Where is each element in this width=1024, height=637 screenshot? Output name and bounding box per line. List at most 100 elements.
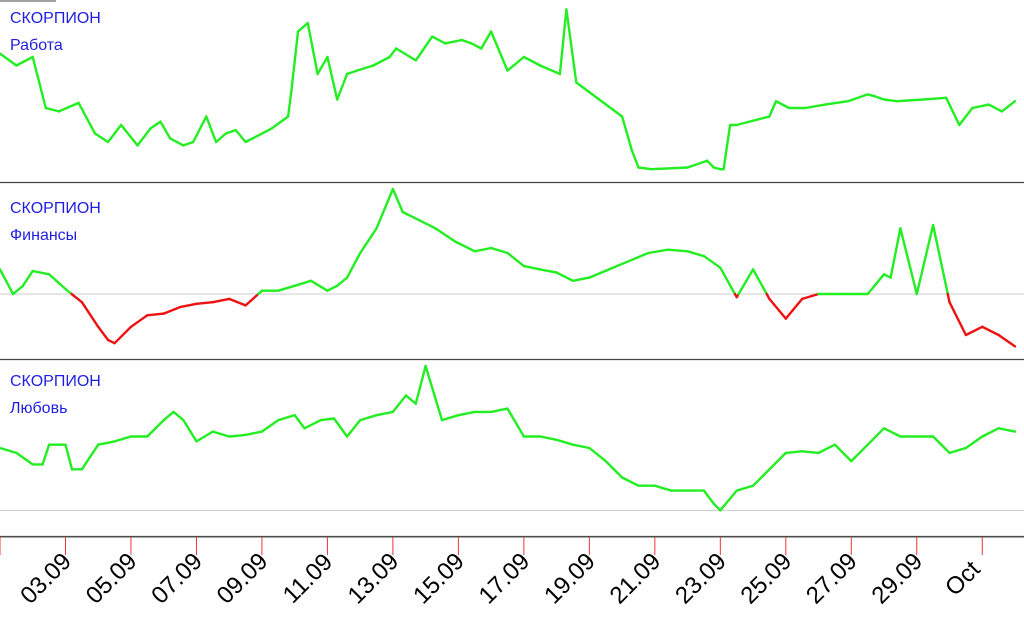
series-segment [227,297,247,307]
panel-title-finance: СКОРПИОН Финансы [10,195,101,249]
series-segment [1000,99,1017,113]
series-segment [627,251,650,263]
series-segment [801,450,820,455]
series-segment [823,99,850,106]
series-segment [205,115,218,144]
series-segment [882,98,899,103]
series-segment [21,269,34,287]
series-segment [388,47,398,59]
series-segment [470,42,483,50]
series-segment [129,314,149,328]
series-segment [391,394,408,414]
series-segment [162,410,175,422]
series-segment [873,94,886,101]
series-segment [332,417,349,438]
series-segment [558,8,568,76]
series-segment [254,127,273,139]
series-segment [306,21,319,76]
series-segment [460,38,473,45]
series-segment [195,430,215,443]
panels-layer [0,0,1024,538]
series-segment [224,128,237,135]
series-segment [195,301,215,305]
series-segment [480,30,493,50]
x-tick-label: 11.09 [278,548,338,608]
series-segment [424,364,444,422]
series-segment [431,35,447,45]
series-segment [316,55,329,76]
series-segment [227,433,247,438]
series-segment [784,297,804,320]
series-segment [169,137,185,147]
series-segment [277,284,296,292]
series-segment [931,223,949,296]
series-segment [922,96,948,101]
series-segment [598,98,624,118]
series-segment [434,227,457,243]
series-segment [309,279,329,292]
series-segment [882,427,902,438]
series-segment [162,305,182,315]
series-segment [395,47,417,62]
series-segment [234,128,247,144]
series-segment [784,450,804,455]
series-segment [575,81,601,101]
series-segment [211,430,231,438]
series-segment [768,451,787,471]
series-segment [489,246,509,255]
series-segment [286,89,293,118]
series-segment [489,30,509,72]
series-segment [666,248,689,253]
series-segment [326,284,339,292]
series-segment [630,149,640,169]
x-tick-label: 15.09 [408,548,470,610]
series-segment [833,443,853,463]
x-tick-label: Oct [940,556,986,602]
x-tick-label: Sep [0,554,5,603]
series-segment [964,325,984,337]
panel-title-love-sign: СКОРПИОН [10,373,101,390]
x-tick-label: 07.09 [146,548,208,610]
x-tick-label: 05.09 [81,548,143,610]
series-segment [915,223,935,296]
series-segment [751,268,768,296]
series-segment [489,407,509,414]
panel-title-love-area: Любовь [10,400,68,417]
series-segment [653,484,673,492]
series-segment [146,312,165,317]
series-segment [506,407,526,438]
series-segment [555,271,575,282]
series-segment [345,251,362,279]
series-segment [737,268,755,296]
series-segment [80,301,100,328]
series-segment [866,427,886,446]
series-segment [277,414,296,422]
series-segment [457,410,476,417]
series-segment [735,484,755,492]
series-segment [326,55,339,101]
series-segment [372,55,391,67]
series-segment [244,135,257,144]
series-segment [987,103,1004,113]
series-segment [817,443,837,455]
series-segment [0,268,15,296]
series-segment [345,418,362,438]
series-segment [506,55,526,72]
series-segment [270,115,290,130]
series-segment [946,292,951,304]
series-segment [846,93,869,103]
series-segment [178,302,198,309]
series-segment [453,240,476,253]
series-segment [319,417,336,422]
series-segment [182,418,198,443]
series-segment [244,292,260,307]
series-segment [414,35,434,62]
x-axis: Sep 03.09 05.09 07.09 09.09 11.09 13.09 15.09 17… [0,536,1024,610]
series-segment [375,410,395,417]
series-segment [506,251,526,268]
series-segment [866,273,886,296]
panel-title-work-sign: СКОРПИОН [10,10,101,27]
series-segment [159,120,172,140]
series-segment [889,227,902,279]
series-segment [719,266,737,296]
